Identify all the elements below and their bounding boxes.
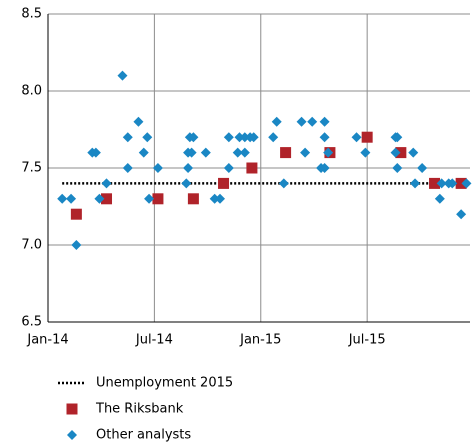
y-tick-label: 7.0 [21, 238, 42, 253]
diamond-point [209, 193, 220, 204]
square-point [361, 131, 373, 143]
diamond-point [390, 147, 401, 158]
diamond-point [296, 116, 307, 127]
diamond-point [447, 178, 458, 189]
diamond-point [239, 147, 250, 158]
diamond-point [271, 116, 282, 127]
square-point [152, 193, 164, 205]
diamond-point [392, 132, 403, 143]
x-tick-label: Jul-14 [135, 333, 173, 348]
legend-swatch [66, 403, 78, 415]
x-tick-label: Jan-15 [239, 333, 281, 348]
diamond-point [223, 132, 234, 143]
diamond-point [351, 132, 362, 143]
diamond-point [122, 163, 133, 173]
y-tick-label: 7.5 [21, 161, 42, 176]
diamond-point [90, 147, 101, 158]
x-tick-label: Jan-14 [26, 333, 68, 348]
diamond-point [232, 147, 243, 158]
diamond-point [71, 240, 82, 250]
diamond-point [117, 70, 128, 81]
diamond-point [183, 163, 194, 173]
legend-label: Unemployment 2015 [96, 376, 233, 391]
diamond-point [188, 132, 199, 143]
diamond-point [66, 193, 77, 204]
diamond-point [94, 193, 105, 204]
diamond-point [239, 132, 250, 143]
diamond-point [408, 147, 419, 158]
diamond-point [392, 163, 403, 173]
diamond-point [234, 132, 245, 143]
square-point [187, 193, 199, 205]
diamond-point [57, 193, 68, 204]
diamond-point [319, 116, 330, 127]
diamond-point [300, 147, 311, 158]
diamond-point [323, 147, 334, 158]
diamond-point [278, 178, 289, 189]
diamond-point [101, 178, 112, 189]
diamond-point [319, 163, 330, 173]
square-point [218, 177, 230, 189]
diamond-point [436, 178, 447, 189]
square-point [101, 193, 113, 205]
diamond-point [456, 209, 467, 220]
diamond-point [461, 178, 472, 189]
diamond-point [417, 163, 428, 173]
diamond-point [360, 147, 371, 158]
diamond-point [142, 132, 153, 143]
diamond-point [307, 116, 318, 127]
diamond-point [268, 132, 279, 143]
diamond-point [181, 178, 192, 189]
square-point [70, 208, 82, 220]
square-point [395, 147, 407, 159]
square-point [455, 177, 467, 189]
legend-label: Other analysts [96, 428, 191, 443]
square-point [246, 162, 258, 174]
legend-label: The Riksbank [95, 402, 184, 417]
diamond-point [223, 163, 234, 173]
diamond-point [152, 163, 163, 173]
x-tick-label: Jul-15 [348, 333, 386, 348]
diamond-point [214, 193, 225, 204]
square-point [280, 147, 292, 159]
diamond-point [122, 132, 133, 143]
diamond-point [410, 178, 421, 189]
diamond-point [186, 147, 197, 158]
diamond-point [248, 132, 259, 143]
diamond-point [200, 147, 211, 158]
y-tick-label: 8.5 [21, 7, 42, 22]
y-tick-label: 6.5 [21, 315, 42, 330]
diamond-point [144, 193, 155, 204]
square-point [429, 177, 441, 189]
diamond-point [138, 147, 149, 158]
legend-swatch [67, 430, 77, 440]
diamond-point [319, 132, 330, 143]
diamond-point [434, 193, 445, 204]
y-tick-label: 8.0 [21, 84, 42, 99]
diamond-point [133, 116, 144, 127]
